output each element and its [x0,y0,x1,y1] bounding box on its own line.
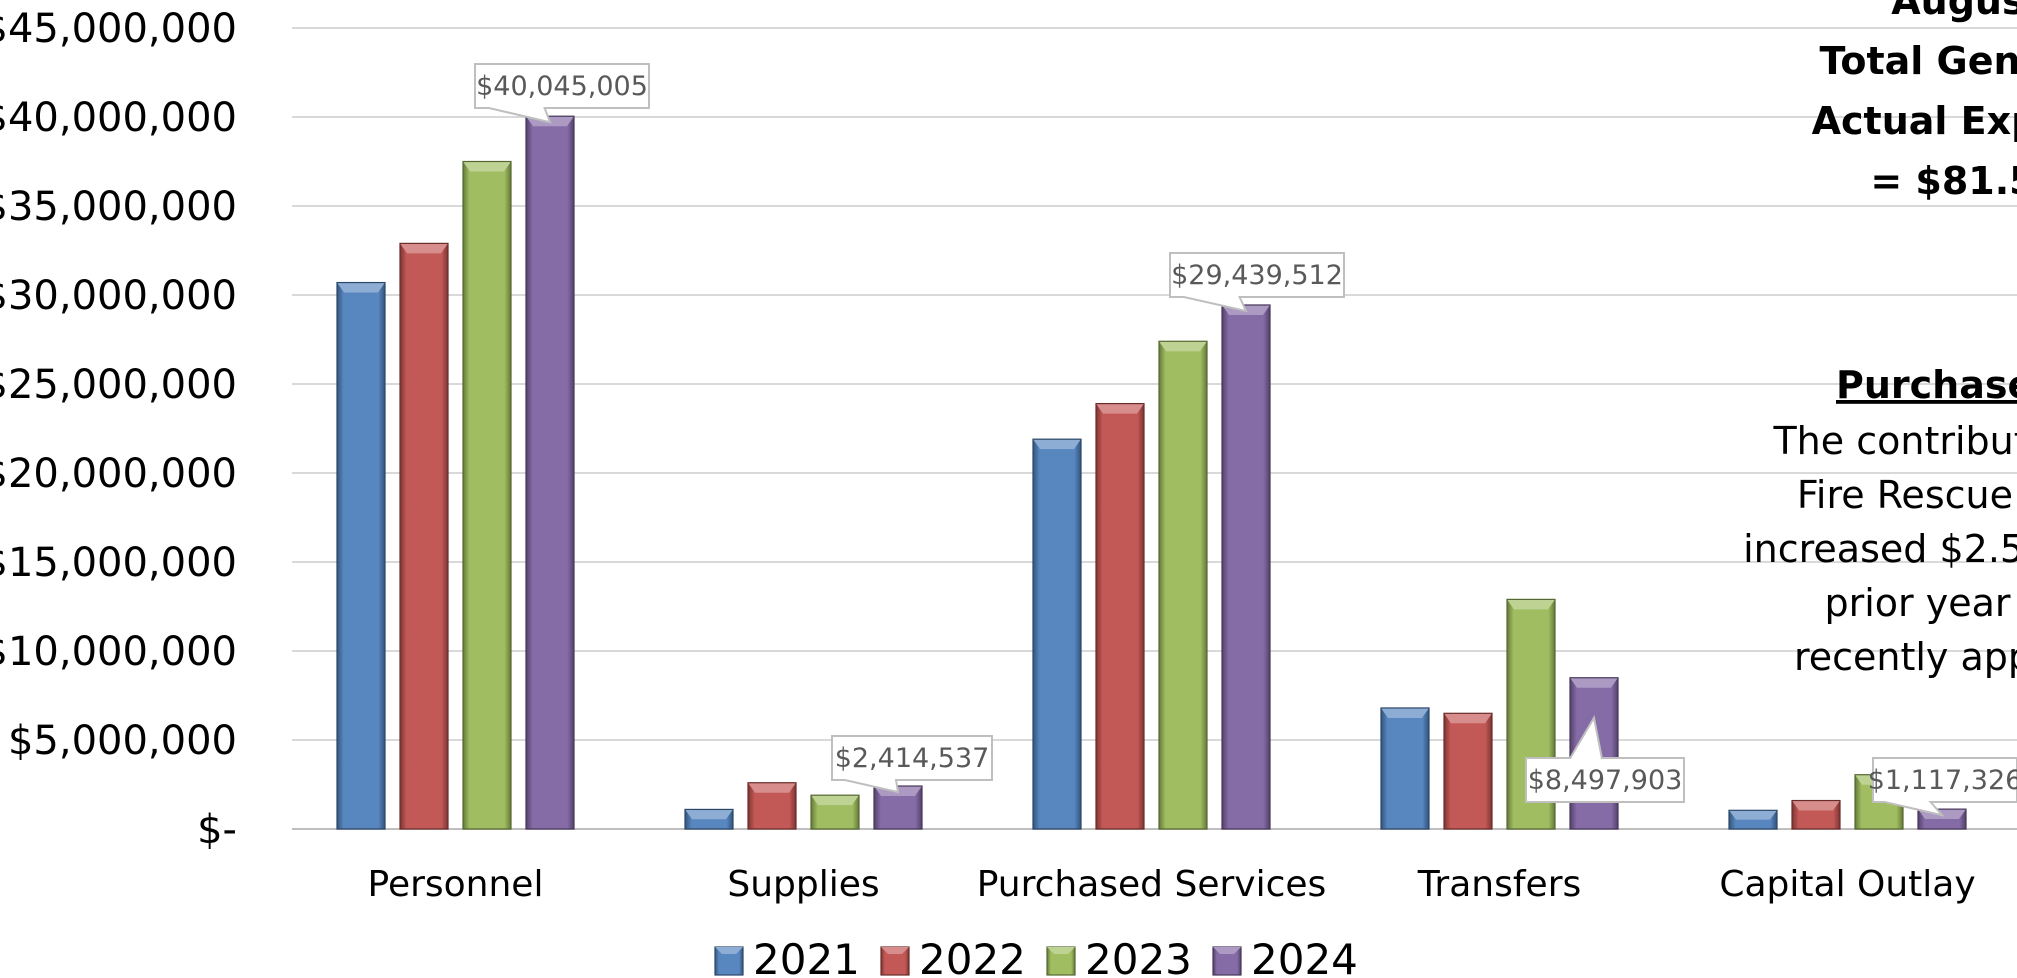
x-tick-label-personnel: Personnel [368,864,544,905]
side-body-line-5: recently appro [1794,635,2017,679]
bar-personnel-2024 [525,115,575,830]
side-heading-line-2: Total Gen [1819,39,2017,83]
side-body-line-2: Fire Rescue Au [1797,473,2017,517]
y-tick-label: $20,000,000 [0,451,237,497]
side-body-line-3: increased $2.5M [1743,527,2017,571]
data-label-callout: $1,117,326 [1868,757,2017,817]
y-tick-label: $35,000,000 [0,184,237,230]
bar-personnel-2021 [336,281,386,830]
data-label-text: $29,439,512 [1171,260,1343,291]
side-text-panel: August Total Gen Actual Exp = $81.5 Purc… [1743,0,2017,679]
bar-capital-outlay-2022 [1791,799,1841,830]
data-label-text: $8,497,903 [1528,765,1683,796]
data-label-text: $2,414,537 [835,743,990,774]
y-tick-label: $10,000,000 [0,629,237,675]
bar-purchased-services-2021 [1032,438,1082,830]
legend-entry-2021: 2021 [714,935,860,978]
gridlines [292,27,2017,830]
side-heading-line-1: August [1891,0,2017,23]
bar-supplies-2021 [684,808,734,830]
y-tick-label: $45,000,000 [0,6,237,52]
legend: 2021 2022 2023 2024 [714,935,1358,978]
legend-entry-2024: 2024 [1212,935,1358,978]
side-body-line-1: The contribution [1772,419,2017,463]
data-label-callout: $40,045,005 [474,63,650,124]
bar-capital-outlay-2021 [1728,809,1778,830]
y-tick-label: $40,000,000 [0,95,237,141]
bar-transfers-2022 [1443,712,1493,830]
y-tick-label: $25,000,000 [0,362,237,408]
data-label-text: $1,117,326 [1868,765,2017,796]
side-section-title: Purchased [1836,363,2017,407]
x-tick-label-purchased-services: Purchased Services [977,864,1327,905]
side-body-line-4: prior year larg [1824,581,2017,625]
data-label-callout: $8,497,903 [1525,714,1685,803]
side-heading-line-3: Actual Exp [1812,99,2017,143]
y-axis-ticks: $- $5,000,000 $10,000,000 $15,000,000 $20,00… [0,6,237,853]
legend-entry-2022: 2022 [880,935,1026,978]
bar-purchased-services-2024 [1221,304,1271,830]
legend-label: 2022 [919,935,1026,978]
x-tick-label-supplies: Supplies [727,864,879,905]
x-tick-label-capital-outlay: Capital Outlay [1719,864,1975,905]
y-tick-label: $- [197,807,237,853]
side-heading-line-4: = $81.5 [1870,159,2017,203]
data-label-callout: $2,414,537 [831,735,993,794]
y-tick-label: $15,000,000 [0,540,237,586]
data-label-callouts: $40,045,005 $2,414,537 $29,439,512 $8,497,9… [474,63,2017,817]
legend-entry-2023: 2023 [1046,935,1192,978]
bar-purchased-services-2023 [1158,340,1208,830]
legend-label: 2023 [1085,935,1192,978]
bar-purchased-services-2022 [1095,402,1145,830]
bar-personnel-2022 [399,242,449,830]
bar-personnel-2023 [462,160,512,830]
x-tick-label-transfers: Transfers [1417,864,1582,905]
bar-supplies-2022 [747,782,797,830]
y-tick-label: $5,000,000 [8,718,237,764]
bar-supplies-2023 [810,794,860,830]
bar-transfers-2021 [1380,707,1430,830]
legend-label: 2021 [753,935,860,978]
x-axis-ticks: Personnel Supplies Purchased Services Trans… [368,864,1976,905]
bars [336,115,1967,830]
legend-label: 2024 [1251,935,1358,978]
data-label-callout: $29,439,512 [1169,252,1345,313]
y-tick-label: $30,000,000 [0,273,237,319]
data-label-text: $40,045,005 [476,71,648,102]
